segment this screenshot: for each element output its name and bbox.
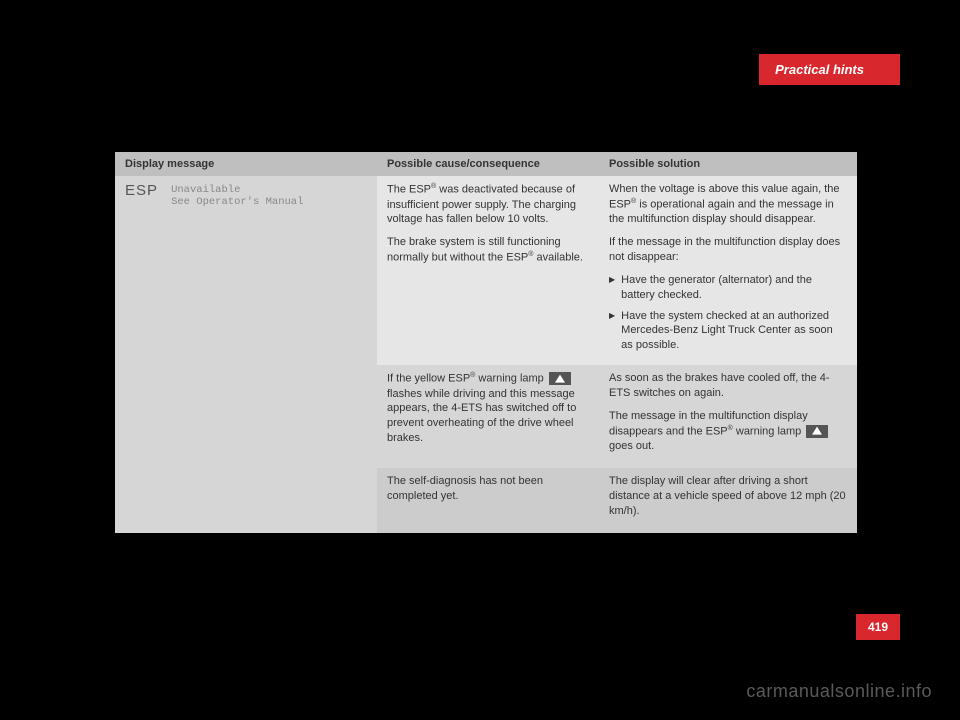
solution-bullet-list: Have the generator (alternator) and the … bbox=[609, 273, 847, 353]
solution-paragraph: The display will clear after driving a s… bbox=[609, 474, 847, 519]
cause-cell: If the yellow ESP® warning lamp flashes … bbox=[377, 365, 599, 468]
solution-paragraph: When the voltage is above this value aga… bbox=[609, 182, 847, 227]
solution-bullet: Have the system checked at an authorized… bbox=[609, 309, 847, 354]
cause-paragraph: If the yellow ESP® warning lamp flashes … bbox=[387, 371, 589, 446]
esp-system-label: ESP bbox=[125, 182, 158, 199]
cause-paragraph: The brake system is still functioning no… bbox=[387, 235, 589, 265]
section-tab: Practical hints bbox=[759, 54, 900, 85]
display-message-text: Unavailable See Operator's Manual bbox=[171, 184, 303, 208]
cause-paragraph: The self-diagnosis has not been complete… bbox=[387, 474, 589, 504]
page-number: 419 bbox=[868, 620, 888, 634]
cause-cell: The self-diagnosis has not been complete… bbox=[377, 468, 599, 533]
diagnostics-table: Display message Possible cause/consequen… bbox=[115, 152, 857, 533]
solution-paragraph: The message in the multifunction display… bbox=[609, 409, 847, 454]
display-message-cell: ESP Unavailable See Operator's Manual bbox=[115, 176, 377, 533]
table-header-row: Display message Possible cause/consequen… bbox=[115, 152, 857, 176]
watermark-text: carmanualsonline.info bbox=[746, 681, 932, 702]
cause-cell: The ESP® was deactivated because of insu… bbox=[377, 176, 599, 365]
solution-cell: As soon as the brakes have cooled off, t… bbox=[599, 365, 857, 468]
solution-cell: The display will clear after driving a s… bbox=[599, 468, 857, 533]
col-header-solution: Possible solution bbox=[599, 152, 857, 176]
page-number-tab: 419 bbox=[856, 614, 900, 640]
table-row: ESP Unavailable See Operator's Manual Th… bbox=[115, 176, 857, 365]
warning-triangle-icon bbox=[549, 372, 571, 385]
solution-paragraph: As soon as the brakes have cooled off, t… bbox=[609, 371, 847, 401]
solution-bullet: Have the generator (alternator) and the … bbox=[609, 273, 847, 303]
solution-cell: When the voltage is above this value aga… bbox=[599, 176, 857, 365]
solution-paragraph: If the message in the multifunction disp… bbox=[609, 235, 847, 265]
col-header-display: Display message bbox=[115, 152, 377, 176]
col-header-cause: Possible cause/consequence bbox=[377, 152, 599, 176]
section-title: Practical hints bbox=[775, 62, 864, 77]
warning-triangle-icon bbox=[806, 425, 828, 438]
cause-paragraph: The ESP® was deactivated because of insu… bbox=[387, 182, 589, 227]
